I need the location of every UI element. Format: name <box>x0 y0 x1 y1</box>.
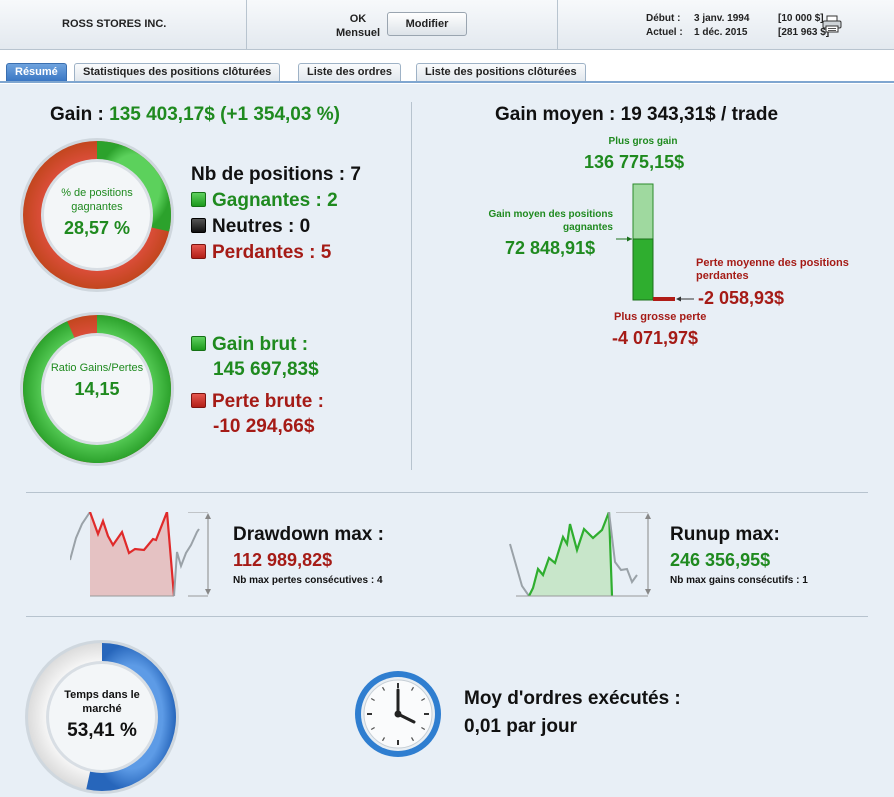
drawdown-value: 112 989,82$ <box>233 550 333 570</box>
period-label: Mensuel <box>336 27 381 39</box>
red-square-icon <box>191 244 206 259</box>
printer-icon[interactable] <box>822 15 842 33</box>
arrow-left-icon <box>676 296 694 302</box>
header-divider <box>246 0 247 50</box>
tab-resume[interactable]: Résumé <box>6 63 67 81</box>
avg-win-value: 72 848,91$ <box>505 238 596 258</box>
avg-loss-label: Perte moyenne des positions perdantes <box>696 257 849 282</box>
green-square-icon <box>191 192 206 207</box>
profit-ratio-ring <box>20 312 174 466</box>
gross-loss-label-text: Perte brute : <box>212 391 324 412</box>
start-label: Début : <box>646 13 681 24</box>
date-range: Début : 3 janv. 1994 [10 000 $] Actuel : 1 … <box>646 12 829 40</box>
gross-gain-label: Gain brut : <box>191 334 308 356</box>
neutral-text: Neutres : 0 <box>212 216 311 237</box>
ratio-ring-value: 14,15 <box>74 379 120 399</box>
current-date: 1 déc. 2015 <box>694 27 748 38</box>
start-date: 3 janv. 1994 <box>694 13 750 24</box>
winners-count: Gagnantes : 2 <box>191 190 338 212</box>
winners-text: Gagnantes : 2 <box>212 190 338 211</box>
gross-loss-value: -10 294,66$ <box>213 416 315 437</box>
ok-label: OK <box>349 13 367 25</box>
gross-gain-value: 145 697,83$ <box>213 359 319 380</box>
neutral-count: Neutres : 0 <box>191 216 310 238</box>
market-time-ring <box>25 640 179 794</box>
ratio-ring-title: Ratio Gains/Pertes <box>50 362 144 374</box>
win-rate-ring <box>20 138 174 292</box>
section-divider <box>26 492 868 493</box>
symbol-name: ROSS STORES INC. <box>62 18 167 30</box>
report-header: ROSS STORES INC. OK Mensuel Modifier Déb… <box>0 0 894 50</box>
modify-button[interactable]: Modifier <box>387 12 467 36</box>
win-ring-value: 28,57 % <box>63 218 131 238</box>
summary-panel: Gain : 135 403,17$ (+1 354,03 %) % de po… <box>0 84 894 797</box>
market-ring-title: Temps dans le marché <box>64 689 140 715</box>
drawdown-chart-icon <box>70 512 211 597</box>
section-divider <box>411 102 412 470</box>
largest-gain-label: Plus gros gain <box>608 136 678 147</box>
gain-value: 135 403,17$ (+1 354,03 %) <box>109 104 340 125</box>
current-value: [281 963 $] <box>778 27 830 38</box>
gross-loss-label: Perte brute : <box>191 391 324 413</box>
period-status: OK Mensuel <box>336 12 380 40</box>
tab-order-list[interactable]: Liste des ordres <box>298 63 401 81</box>
orders-title: Moy d'ordres exécutés : <box>464 688 681 709</box>
runup-value: 246 356,95$ <box>670 550 771 570</box>
losers-text: Perdantes : 5 <box>212 242 332 263</box>
win-ring-title: % de positions gagnantes <box>61 187 133 213</box>
gross-gain-label-text: Gain brut : <box>212 334 309 355</box>
largest-loss-label: Plus grosse perte <box>614 311 707 323</box>
runup-title: Runup max: <box>670 524 780 545</box>
avg-loss-value: -2 058,93$ <box>698 288 785 308</box>
current-label: Actuel : <box>646 27 683 38</box>
tab-closed-position-list[interactable]: Liste des positions clôturées <box>416 63 586 81</box>
clock-icon <box>355 671 441 757</box>
largest-loss-value: -4 071,97$ <box>612 328 699 348</box>
orders-value: 0,01 par jour <box>464 716 577 737</box>
gain-bar-gauge <box>616 183 675 301</box>
win-ring-label: % de positions gagnantes 28,57 % <box>41 186 153 239</box>
tab-closed-position-stats[interactable]: Statistiques des positions clôturées <box>74 63 281 81</box>
green-square-icon <box>191 336 206 351</box>
black-square-icon <box>191 218 206 233</box>
largest-gain-value: 136 775,15$ <box>584 152 685 172</box>
market-ring-value: 53,41 % <box>67 720 137 741</box>
ratio-ring-label: Ratio Gains/Pertes 14,15 <box>41 361 153 400</box>
start-value: [10 000 $] <box>778 13 824 24</box>
gain-headline: Gain : 135 403,17$ (+1 354,03 %) <box>50 104 340 126</box>
runup-chart-icon <box>509 512 651 597</box>
drawdown-sub: Nb max pertes consécutives : 4 <box>233 575 383 586</box>
runup-sub: Nb max gains consécutifs : 1 <box>670 575 808 586</box>
header-divider <box>557 0 558 50</box>
gain-label: Gain : <box>50 104 104 125</box>
losers-count: Perdantes : 5 <box>191 242 331 264</box>
avg-win-label: Gain moyen des positions gagnantes <box>488 209 613 233</box>
market-ring-label: Temps dans le marché 53,41 % <box>46 688 158 742</box>
red-square-icon <box>191 393 206 408</box>
drawdown-title: Drawdown max : <box>233 524 384 545</box>
tab-bar: Résumé Statistiques des positions clôtur… <box>0 50 894 83</box>
avg-gain-title: Gain moyen : 19 343,31$ / trade <box>495 104 779 125</box>
section-divider <box>26 616 868 617</box>
positions-count: Nb de positions : 7 <box>191 164 361 185</box>
